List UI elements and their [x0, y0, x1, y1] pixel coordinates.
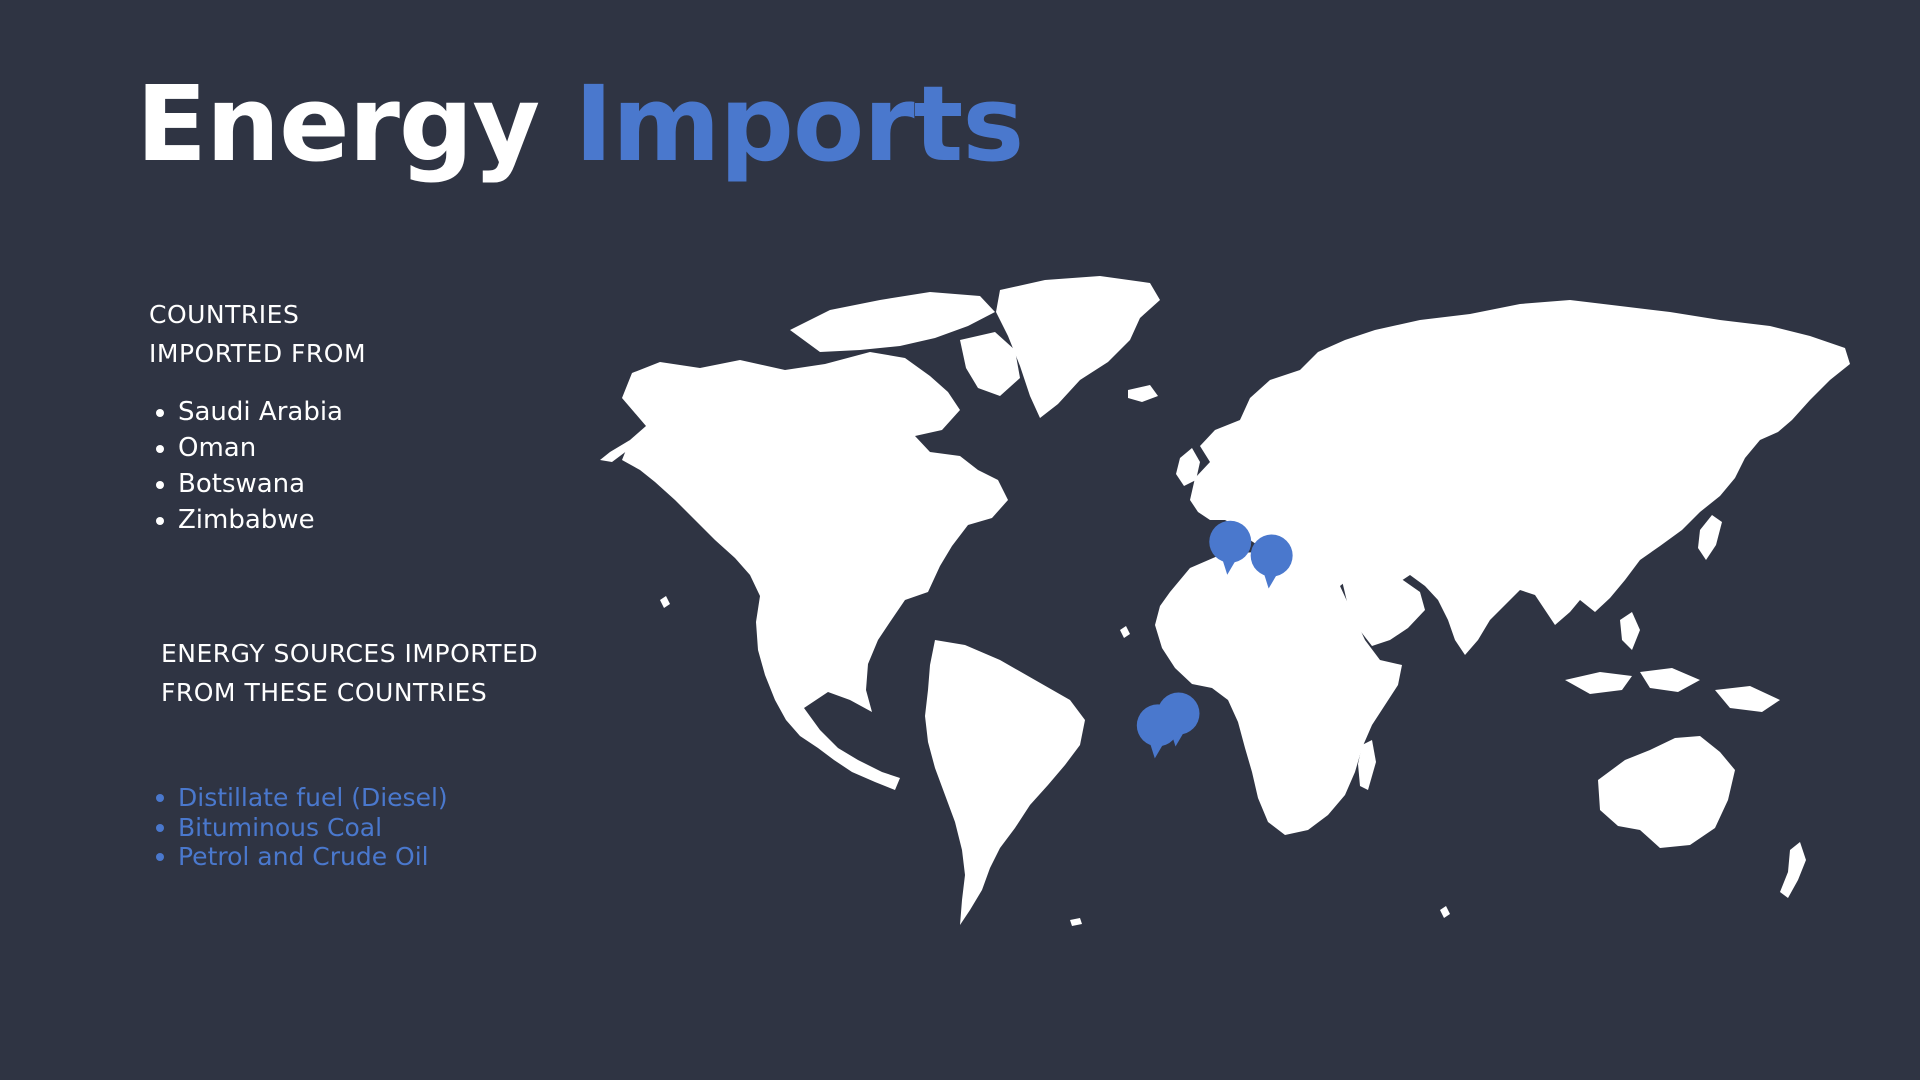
country-item-zimbabwe: Zimbabwe: [150, 502, 343, 538]
pin-head: [1157, 692, 1200, 735]
pin-tail: [1148, 739, 1165, 759]
madagascar: [1358, 740, 1376, 790]
title-word-imports: Imports: [574, 63, 1024, 185]
philippines: [1620, 612, 1640, 650]
sources-heading-line1: ENERGY SOURCES IMPORTED: [161, 639, 539, 668]
north-america: [622, 352, 1008, 790]
pin-tail: [1262, 569, 1279, 589]
indonesia: [1565, 668, 1700, 694]
energy-sources-list: Distillate fuel (Diesel) Bituminous Coal…: [150, 783, 448, 872]
japan: [1698, 515, 1722, 560]
pin-head: [1209, 520, 1252, 563]
new-zealand: [1780, 842, 1806, 898]
aleutian-islands: [600, 440, 630, 462]
pin-head: [1250, 534, 1293, 577]
baffin-island: [960, 332, 1020, 396]
location-pin-icon-zimbabwe[interactable]: [1157, 692, 1200, 747]
location-pin-icon-saudi-arabia[interactable]: [1209, 520, 1252, 575]
countries-heading-line1: COUNTRIES: [149, 300, 300, 329]
canadian-arctic-islands: [790, 292, 995, 352]
new-guinea: [1715, 686, 1780, 712]
pin-tail: [1221, 555, 1238, 575]
eurasia: [1190, 300, 1850, 655]
country-item-oman: Oman: [150, 430, 343, 466]
country-item-saudi-arabia: Saudi Arabia: [150, 394, 343, 430]
location-pin-icon-oman[interactable]: [1250, 534, 1293, 589]
greenland: [996, 276, 1160, 418]
land-masses: [600, 276, 1850, 926]
source-item-coal: Bituminous Coal: [150, 813, 448, 843]
title-word-energy: Energy: [136, 63, 540, 185]
australia: [1598, 736, 1735, 848]
africa: [1155, 552, 1402, 835]
countries-heading: COUNTRIES IMPORTED FROM: [149, 295, 366, 373]
south-america: [925, 640, 1085, 925]
british-isles: [1176, 448, 1200, 486]
energy-sources-heading: ENERGY SOURCES IMPORTED FROM THESE COUNT…: [161, 634, 538, 712]
source-item-diesel: Distillate fuel (Diesel): [150, 783, 448, 813]
arabian-peninsula: [1340, 565, 1425, 646]
sources-heading-line2: FROM THESE COUNTRIES: [161, 678, 488, 707]
pin-tail: [1169, 727, 1186, 747]
countries-heading-line2: IMPORTED FROM: [149, 339, 367, 368]
page-title: Energy Imports: [136, 62, 1024, 187]
country-item-botswana: Botswana: [150, 466, 343, 502]
source-item-petrol: Petrol and Crude Oil: [150, 842, 448, 872]
iceland: [1128, 385, 1158, 402]
country-markers: [1136, 520, 1293, 759]
scandinavia: [1240, 372, 1320, 450]
countries-list: Saudi Arabia Oman Botswana Zimbabwe: [150, 394, 343, 538]
